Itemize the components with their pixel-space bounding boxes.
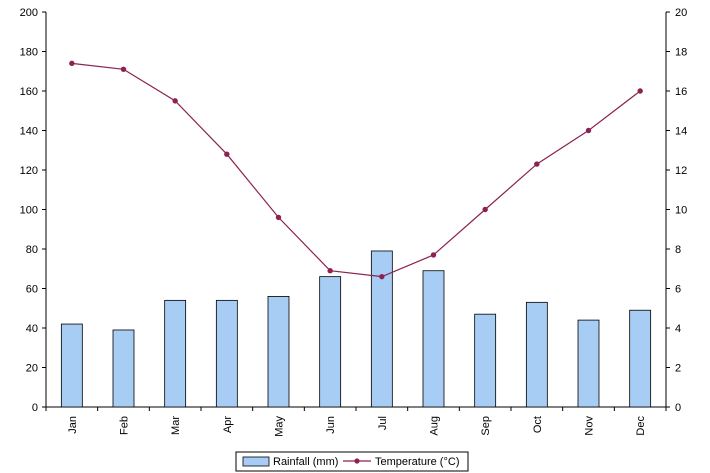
right-y-tick-label: 6 bbox=[675, 284, 681, 296]
temperature-point bbox=[69, 60, 75, 67]
legend-rainfall-label: Rainfall (mm) bbox=[273, 456, 338, 468]
rainfall-bar bbox=[60, 323, 83, 408]
right-y-tick-label: 16 bbox=[675, 86, 687, 98]
right-y-tick-label: 0 bbox=[675, 402, 681, 414]
right-y-tick-label: 14 bbox=[675, 126, 687, 138]
temperature-point bbox=[637, 88, 643, 94]
left-y-ticks: 0 20 40 60 80 100 120 140 160 180 200 bbox=[20, 7, 46, 414]
rainfall-bar bbox=[267, 295, 290, 408]
x-tick-label: May bbox=[274, 416, 286, 437]
left-y-tick-label: 80 bbox=[26, 244, 38, 256]
rainfall-bar bbox=[370, 250, 393, 408]
x-tick-labels: Jan Feb Mar Apr May Jun Jul Aug Sep Oct Nov Dec bbox=[45, 407, 667, 437]
temperature-point bbox=[327, 268, 333, 274]
x-tick-label: Jun bbox=[325, 416, 337, 434]
x-tick-label: Sep bbox=[480, 416, 492, 436]
left-y-tick-label: 160 bbox=[20, 86, 38, 98]
rainfall-bar bbox=[112, 329, 135, 408]
right-y-tick-label: 2 bbox=[675, 363, 681, 375]
temperature-point bbox=[482, 206, 488, 213]
left-y-tick-label: 20 bbox=[26, 363, 38, 375]
temperature-line bbox=[71, 62, 641, 278]
x-tick-label: Jan bbox=[67, 416, 79, 434]
x-tick-label: Jul bbox=[377, 416, 389, 430]
temperature-point bbox=[430, 252, 437, 258]
left-y-tick-label: 140 bbox=[20, 126, 38, 138]
left-y-tick-label: 0 bbox=[32, 402, 38, 414]
right-y-tick-label: 10 bbox=[675, 205, 687, 217]
legend: Rainfall (mm) Temperature (°C) bbox=[235, 451, 469, 472]
rainfall-bar bbox=[474, 313, 497, 408]
right-y-tick-label: 20 bbox=[675, 7, 687, 19]
x-tick-label: Oct bbox=[532, 416, 544, 433]
right-y-tick-label: 12 bbox=[675, 165, 687, 177]
left-y-tick-label: 40 bbox=[26, 323, 38, 335]
x-tick-label: Apr bbox=[222, 416, 234, 433]
x-tick-label: Aug bbox=[429, 416, 441, 436]
x-tick-label: Mar bbox=[170, 416, 182, 435]
rainfall-bar bbox=[629, 309, 652, 408]
rainfall-bars bbox=[60, 250, 652, 408]
legend-temperature-marker bbox=[354, 458, 360, 464]
right-y-tick-label: 4 bbox=[675, 323, 681, 335]
left-y-tick-label: 180 bbox=[20, 47, 38, 59]
right-y-tick-label: 8 bbox=[675, 244, 681, 256]
temperature-point bbox=[224, 151, 230, 157]
legend-temperature-label: Temperature (°C) bbox=[375, 456, 459, 468]
temperature-point bbox=[534, 161, 540, 167]
rainfall-bar bbox=[422, 270, 445, 408]
legend-rainfall-swatch bbox=[242, 456, 270, 467]
plot-area bbox=[45, 12, 667, 408]
x-tick-label: Nov bbox=[584, 416, 596, 436]
left-y-tick-label: 200 bbox=[20, 7, 38, 19]
x-tick-label: Dec bbox=[635, 416, 647, 436]
temperature-point bbox=[120, 66, 127, 72]
temperature-point bbox=[585, 127, 592, 134]
temperature-point bbox=[379, 273, 385, 280]
x-tick-label: Feb bbox=[119, 416, 131, 435]
rainfall-bar bbox=[215, 299, 238, 408]
rainfall-bar bbox=[319, 276, 342, 408]
temperature-point bbox=[275, 214, 282, 221]
rainfall-bar bbox=[525, 301, 548, 408]
rainfall-bar bbox=[164, 299, 187, 408]
temperature-line-layer bbox=[69, 60, 643, 280]
left-y-tick-label: 100 bbox=[20, 205, 38, 217]
rainfall-bar bbox=[577, 319, 600, 408]
left-y-tick-label: 120 bbox=[20, 165, 38, 177]
left-y-tick-label: 60 bbox=[26, 284, 38, 296]
right-y-ticks: 0 2 4 6 8 10 12 14 16 18 20 bbox=[666, 7, 687, 414]
right-y-tick-label: 18 bbox=[675, 47, 687, 59]
temperature-point bbox=[172, 98, 178, 104]
